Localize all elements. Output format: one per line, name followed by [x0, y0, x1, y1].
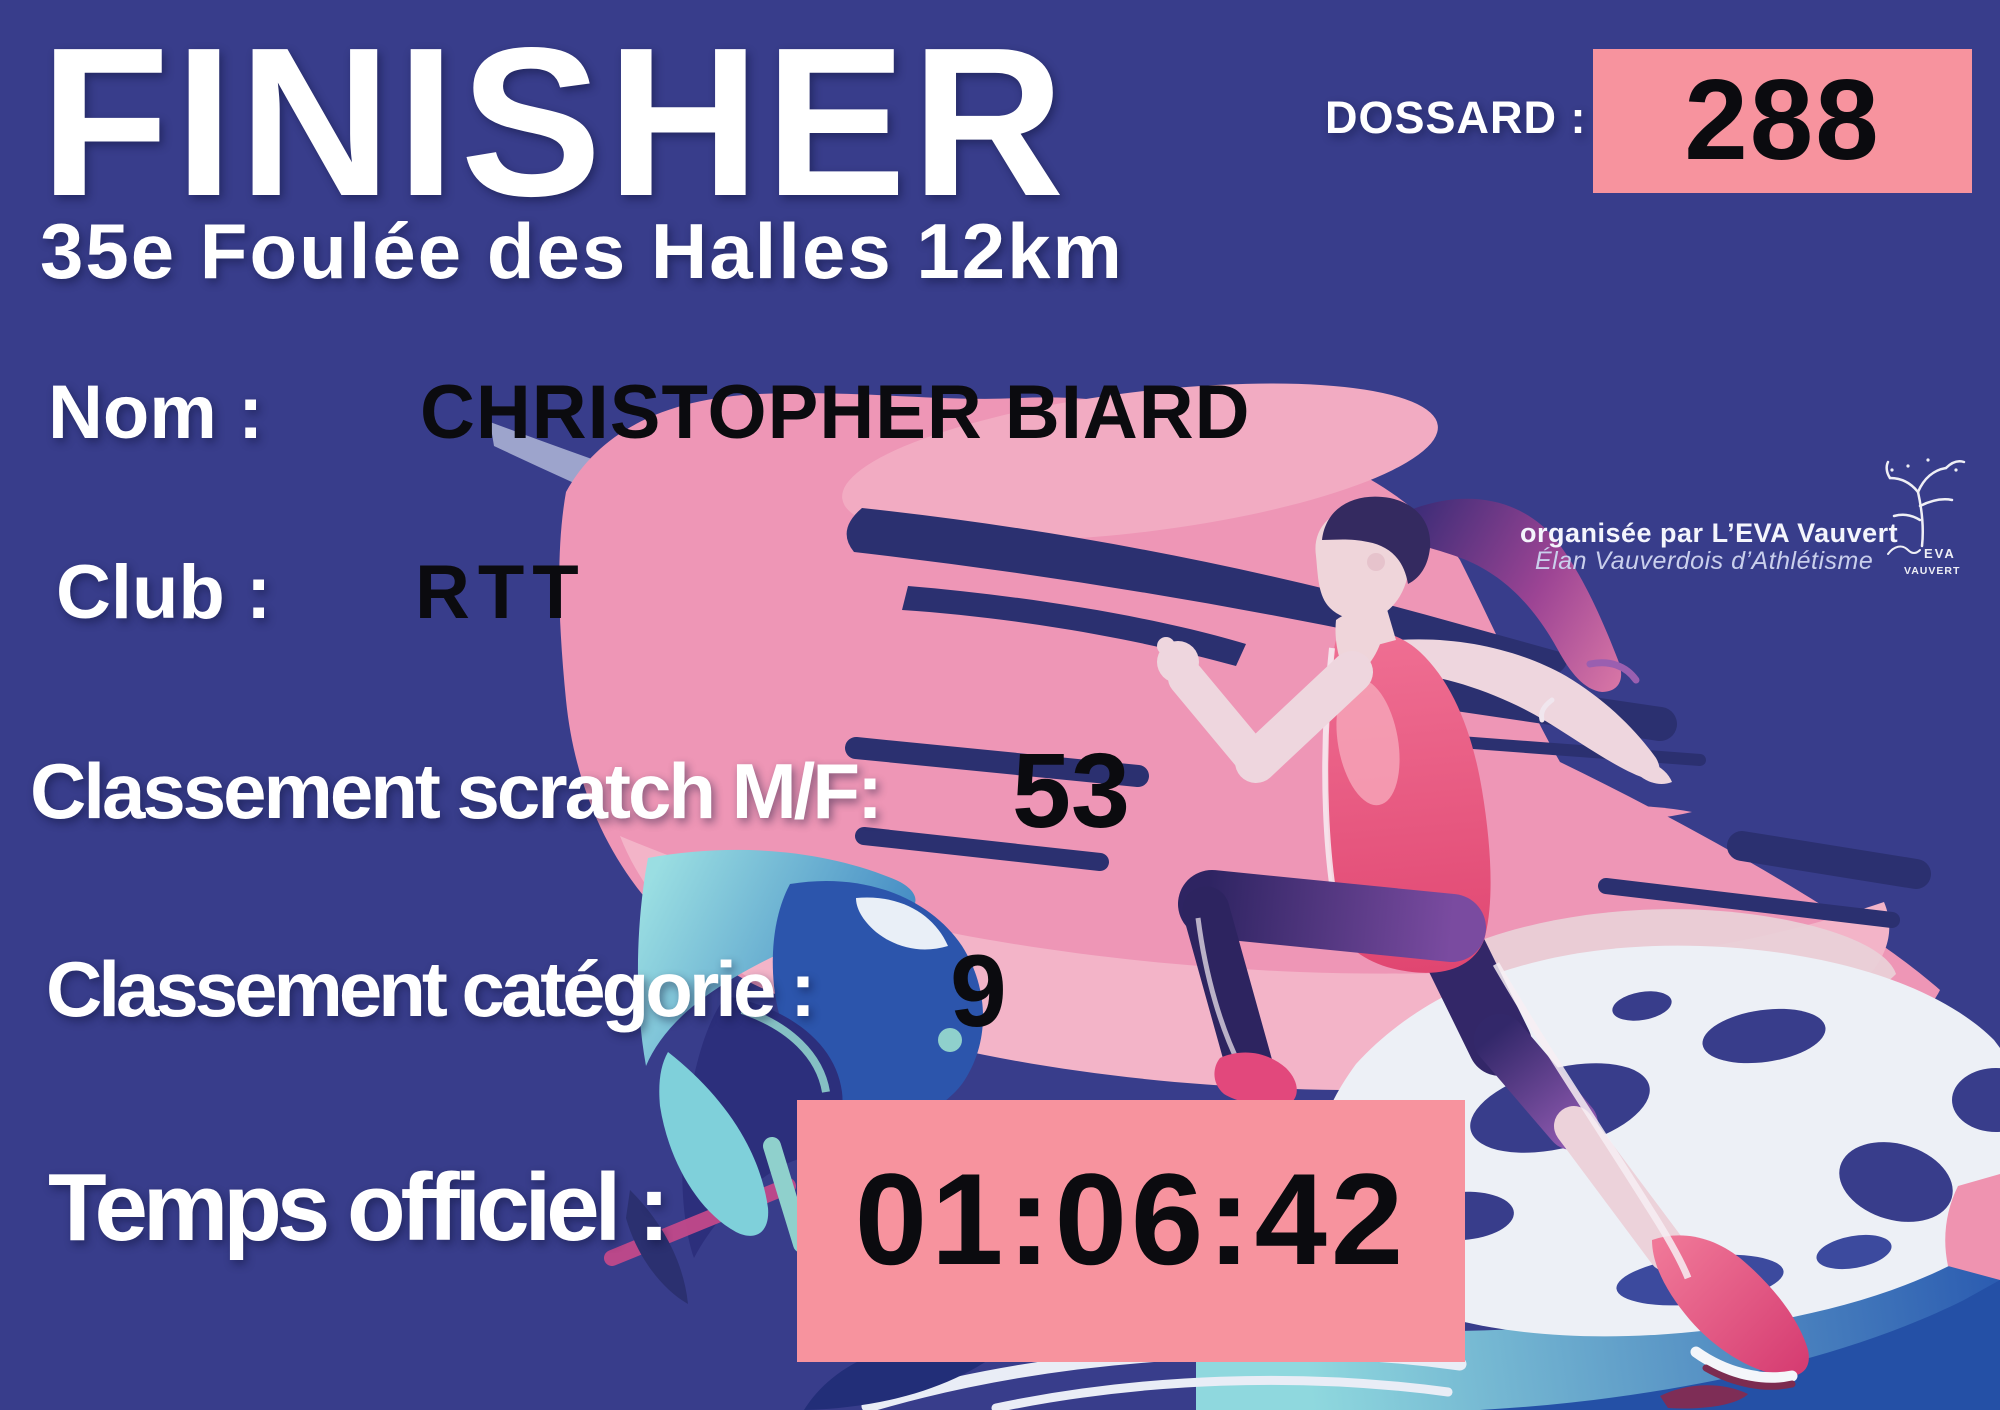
category-rank-label: Classement catégorie : [46, 945, 816, 1033]
category-rank-value: 9 [950, 934, 1007, 1048]
club-label: Club : [56, 550, 272, 635]
official-time-value: 01:06:42 [854, 1146, 1408, 1292]
name-label: Nom : [48, 370, 264, 455]
dossard-number-box: 288 [1593, 49, 1972, 193]
running-woman-figure [1157, 496, 1809, 1390]
scratch-rank-label: Classement scratch M/F: [30, 747, 883, 835]
dossard-number: 288 [1684, 57, 1881, 184]
eva-logo-text-top: EVA [1924, 546, 1956, 561]
scratch-rank-value: 53 [1012, 732, 1130, 850]
organizer-credit-line2: Élan Vauverdois d’Athlétisme [1535, 547, 1874, 575]
race-subtitle: 35e Foulée des Halles 12km [40, 207, 1124, 295]
organizer-credit-line1: organisée par L’EVA Vauvert [1520, 518, 1899, 548]
official-time-label: Temps officiel : [48, 1154, 670, 1261]
left-splash-cluster [604, 849, 983, 1304]
official-time-box: 01:06:42 [797, 1100, 1465, 1362]
club-value: RTT [415, 550, 587, 635]
page-title: FINISHER [40, 3, 1070, 240]
eva-logo-icon: EVA VAUVERT [1885, 458, 1966, 577]
name-value: CHRISTOPHER BIARD [420, 370, 1251, 455]
dossard-label: DOSSARD : [1325, 92, 1587, 143]
eva-logo-text-bottom: VAUVERT [1904, 565, 1960, 577]
